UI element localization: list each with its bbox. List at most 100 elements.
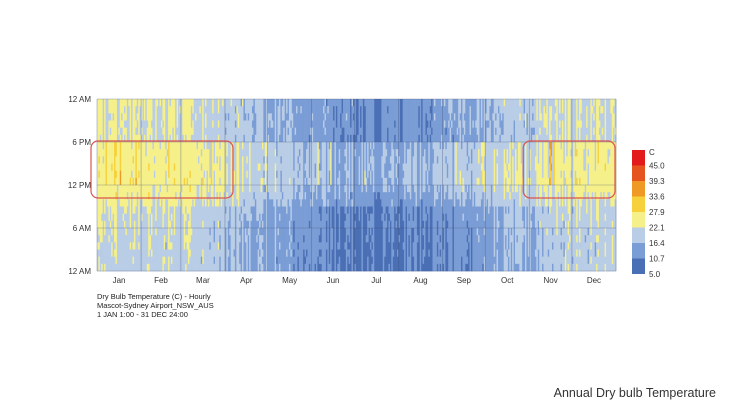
heatmap-cell xyxy=(165,99,168,150)
heatmap-cell xyxy=(135,177,138,186)
heatmap-cell xyxy=(348,242,351,250)
heatmap-cell xyxy=(333,127,335,143)
heatmap-cell xyxy=(210,99,213,143)
heatmap-cell xyxy=(300,142,303,207)
highlight-box xyxy=(90,140,234,199)
x-tick-label: Jan xyxy=(113,276,126,285)
heatmap-cell xyxy=(472,99,475,121)
heatmap-cell xyxy=(429,134,432,143)
heatmap-cell xyxy=(298,142,301,150)
heatmap-cell xyxy=(384,256,386,272)
heatmap-cell xyxy=(210,185,213,200)
heatmap-cell xyxy=(304,256,307,265)
heatmap-cell xyxy=(614,99,617,128)
heatmap-cell xyxy=(579,185,581,222)
heatmap-cell xyxy=(473,99,476,150)
heatmap-cell xyxy=(372,149,375,157)
heatmap-cell xyxy=(170,242,173,250)
heatmap-cell xyxy=(114,185,116,243)
heatmap-cell xyxy=(580,142,583,207)
heatmap-cell xyxy=(398,228,401,236)
heatmap-cell xyxy=(509,199,512,272)
heatmap-cell xyxy=(432,142,435,150)
heatmap-cell xyxy=(470,142,473,150)
heatmap-cell xyxy=(543,127,546,143)
heatmap-cell xyxy=(388,263,391,272)
heatmap-cell xyxy=(206,99,209,150)
heatmap-cell xyxy=(109,99,112,114)
heatmap-cell xyxy=(153,156,156,164)
heatmap-cell xyxy=(217,134,220,207)
heatmap-cell xyxy=(259,220,261,229)
heatmap-cell xyxy=(244,113,247,121)
heatmap-cell xyxy=(141,199,143,214)
heatmap-cell xyxy=(384,99,386,143)
heatmap-cell xyxy=(509,142,512,186)
heatmap-cell xyxy=(448,127,450,143)
heatmap-cell xyxy=(520,99,523,164)
heatmap-cell xyxy=(226,156,229,164)
heatmap-cell xyxy=(290,127,293,222)
heatmap-cell xyxy=(247,235,250,272)
heatmap-cell xyxy=(404,142,406,200)
heatmap-cell xyxy=(574,199,577,272)
heatmap-cell xyxy=(502,134,505,207)
heatmap-cell xyxy=(459,99,462,114)
heatmap-cell xyxy=(327,199,330,207)
heatmap-cell xyxy=(151,120,153,128)
heatmap-cell xyxy=(351,199,354,207)
heatmap-cell xyxy=(102,99,105,150)
heatmap-cell xyxy=(173,235,176,272)
heatmap-cell xyxy=(519,142,522,207)
heatmap-cell xyxy=(422,228,425,236)
heatmap-cell xyxy=(205,99,207,107)
heatmap-cell xyxy=(563,220,566,229)
heatmap-cell xyxy=(482,99,485,143)
heatmap-cell xyxy=(109,127,112,136)
heatmap-cell xyxy=(543,142,546,193)
heatmap-cell xyxy=(197,156,200,164)
heatmap-cell xyxy=(328,263,331,272)
heatmap-cell xyxy=(469,134,472,143)
heatmap-cell xyxy=(533,206,536,272)
heatmap-cell xyxy=(290,120,293,128)
heatmap-cell xyxy=(111,220,113,229)
heatmap-cell xyxy=(297,170,300,179)
heatmap-cell xyxy=(148,256,150,265)
heatmap-cell xyxy=(360,127,362,136)
heatmap-cell xyxy=(499,113,502,128)
heatmap-cell xyxy=(613,206,615,272)
heatmap-cell xyxy=(468,185,470,229)
heatmap-cell xyxy=(576,99,578,150)
heatmap-cell xyxy=(395,163,398,179)
heatmap-cell xyxy=(586,106,588,128)
heatmap-cell xyxy=(459,120,462,171)
heatmap-cell xyxy=(266,99,268,143)
heatmap-cell xyxy=(250,206,253,214)
heatmap-cell xyxy=(132,185,135,214)
heatmap-cell xyxy=(553,142,556,186)
heatmap-cell xyxy=(125,228,128,236)
heatmap-cell xyxy=(291,113,294,128)
heatmap-cell xyxy=(284,99,287,143)
heatmap-cell xyxy=(195,113,197,121)
heatmap-cell xyxy=(280,142,283,157)
heatmap-cell xyxy=(576,263,578,272)
heatmap-cell xyxy=(415,142,418,207)
heatmap-cell xyxy=(412,99,415,157)
heatmap-cell xyxy=(237,206,240,272)
heatmap-cell xyxy=(200,177,203,257)
heatmap-cell xyxy=(381,99,384,157)
heatmap-cell xyxy=(372,142,375,150)
heatmap-cell xyxy=(399,199,402,272)
heatmap-cell xyxy=(142,99,145,143)
heatmap-cell xyxy=(354,142,357,150)
heatmap-cell xyxy=(443,127,446,143)
heatmap-cell xyxy=(446,142,449,164)
legend-value: 10.7 xyxy=(649,255,665,264)
heatmap-cell xyxy=(325,99,328,107)
heatmap-cell xyxy=(298,170,301,186)
heatmap-cell xyxy=(580,113,583,121)
heatmap-cell xyxy=(598,134,601,200)
heatmap-cell xyxy=(212,113,214,121)
